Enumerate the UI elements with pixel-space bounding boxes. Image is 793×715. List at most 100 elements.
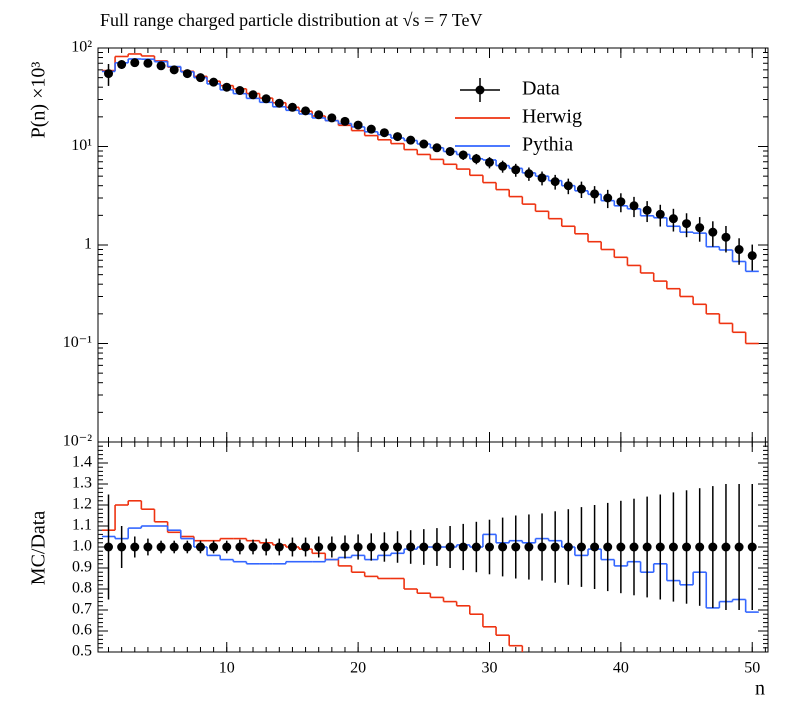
data-point xyxy=(182,69,192,79)
data-point xyxy=(169,542,179,552)
data-point xyxy=(590,189,600,199)
data-point xyxy=(550,177,560,187)
y-tick-label: 0.6 xyxy=(72,622,92,639)
data-point xyxy=(655,542,665,552)
data-point xyxy=(498,161,508,171)
data-point xyxy=(235,86,245,96)
plot-area xyxy=(101,484,759,652)
data-point xyxy=(563,542,573,552)
data-point xyxy=(590,542,600,552)
data-point xyxy=(432,143,442,153)
data-point xyxy=(353,120,363,130)
data-point xyxy=(695,542,705,552)
y-tick-label: 10⁻¹ xyxy=(63,334,92,351)
data-point xyxy=(708,227,718,237)
data-point xyxy=(195,542,205,552)
data-point xyxy=(379,542,389,552)
data-point xyxy=(287,102,297,112)
data-point xyxy=(458,150,468,160)
data-point xyxy=(261,542,271,552)
data-point xyxy=(458,542,468,552)
data-point xyxy=(130,542,140,552)
x-tick-label: 30 xyxy=(481,660,497,677)
data-point xyxy=(248,90,258,100)
x-tick-label: 50 xyxy=(744,660,760,677)
data-point xyxy=(406,135,416,145)
data-point xyxy=(117,59,127,69)
data-point xyxy=(537,173,547,183)
data-point xyxy=(695,223,705,233)
data-point xyxy=(314,542,324,552)
data-point xyxy=(248,542,258,552)
y-tick-label: 0.8 xyxy=(72,580,92,597)
data-point xyxy=(406,542,416,552)
y-tick-label: 0.9 xyxy=(72,559,92,576)
data-point xyxy=(274,542,284,552)
data-point xyxy=(524,542,534,552)
data-point xyxy=(327,542,337,552)
data-point xyxy=(156,61,166,71)
data-point xyxy=(445,146,455,156)
data-point xyxy=(340,116,350,126)
data-point xyxy=(511,165,521,175)
chart-title: Full range charged particle distribution… xyxy=(100,10,483,30)
data-point xyxy=(747,251,757,261)
data-point xyxy=(366,542,376,552)
x-axis-label: n xyxy=(755,678,765,700)
data-point xyxy=(222,82,232,92)
data-point xyxy=(393,542,403,552)
data-point xyxy=(576,542,586,552)
legend-label: Pythia xyxy=(522,134,573,156)
y-tick-label: 1.4 xyxy=(72,454,92,471)
y-tick-label: 1 xyxy=(84,236,92,253)
data-point xyxy=(261,94,271,104)
data-point xyxy=(603,542,613,552)
data-point xyxy=(655,209,665,219)
y-axis-label: P(n) ×10³ xyxy=(28,62,50,139)
data-point xyxy=(616,542,626,552)
data-point xyxy=(314,110,324,120)
data-point xyxy=(419,542,429,552)
y-tick-label: 10² xyxy=(71,39,92,56)
data-point xyxy=(353,542,363,552)
data-point xyxy=(419,139,429,149)
legend-label: Herwig xyxy=(522,106,582,128)
x-tick-label: 20 xyxy=(350,660,366,677)
data-point xyxy=(222,542,232,552)
data-point xyxy=(629,542,639,552)
data-point xyxy=(668,214,678,224)
data-point xyxy=(734,245,744,255)
data-point xyxy=(287,542,297,552)
data-point xyxy=(576,184,586,194)
x-tick-label: 10 xyxy=(219,660,235,677)
y-tick-label: 1.2 xyxy=(72,496,92,513)
data-point xyxy=(668,542,678,552)
y-tick-label: 0.5 xyxy=(72,643,92,660)
data-point xyxy=(366,124,376,134)
data-point xyxy=(642,542,652,552)
data-point xyxy=(721,542,731,552)
plot-area xyxy=(101,53,759,345)
data-point xyxy=(563,181,573,191)
data-point xyxy=(445,542,455,552)
data-point xyxy=(143,542,153,552)
y-tick-label: 10⁻² xyxy=(63,433,92,450)
data-point xyxy=(235,542,245,552)
data-point xyxy=(195,73,205,83)
x-tick-label: 40 xyxy=(613,660,629,677)
y-tick-label: 10¹ xyxy=(71,137,92,154)
data-point xyxy=(156,542,166,552)
legend-swatch xyxy=(475,85,485,95)
data-point xyxy=(327,113,337,123)
data-point xyxy=(511,542,521,552)
y-tick-label: 1.1 xyxy=(72,517,92,534)
data-point xyxy=(301,106,311,116)
data-point xyxy=(603,193,613,203)
data-point xyxy=(682,542,692,552)
data-point xyxy=(182,542,192,552)
data-point xyxy=(432,542,442,552)
y-axis-label: MC/Data xyxy=(28,511,50,586)
data-point xyxy=(393,132,403,142)
y-tick-label: 0.7 xyxy=(72,601,92,618)
